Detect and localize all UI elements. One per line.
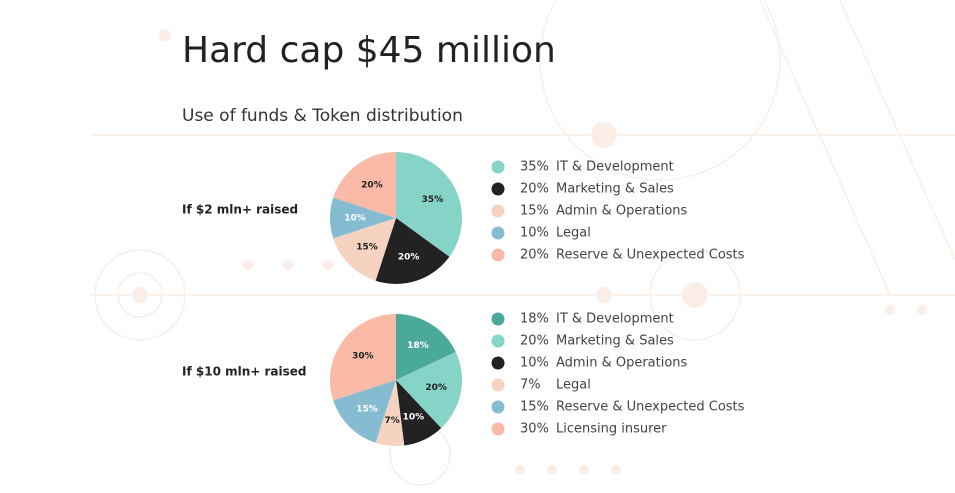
legend-value: 20% <box>520 334 549 349</box>
chart-label: If $2 mln+ raised <box>182 203 298 217</box>
legend-label: Admin & Operations <box>556 204 688 219</box>
legend-swatch <box>491 160 505 174</box>
slice-label: 10% <box>344 214 366 224</box>
slice-label: 15% <box>356 404 378 414</box>
legend-label: Legal <box>556 226 591 241</box>
slice-label: 18% <box>407 341 429 351</box>
background-decoration <box>90 0 955 486</box>
pie-slice <box>329 314 396 401</box>
slice-label: 15% <box>356 242 378 252</box>
pie-slice <box>333 218 396 281</box>
slice-label: 10% <box>403 413 425 423</box>
legend-label: Marketing & Sales <box>556 334 674 349</box>
pie-slice <box>329 197 396 239</box>
legend-swatch <box>491 356 505 370</box>
legend-label: Reserve & Unexpected Costs <box>556 400 745 415</box>
slice-label: 30% <box>352 351 374 361</box>
legend-value: 7% <box>520 378 541 393</box>
slice-label: 20% <box>398 252 420 262</box>
legend-swatch <box>491 422 505 436</box>
legend-swatch <box>491 378 505 392</box>
legend-label: Reserve & Unexpected Costs <box>556 248 745 263</box>
pie-slice <box>396 380 442 446</box>
legend-swatch <box>491 334 505 348</box>
legend-label: IT & Development <box>556 160 674 175</box>
legend-value: 20% <box>520 248 549 263</box>
legend-value: 15% <box>520 400 549 415</box>
legend-swatch <box>491 248 505 262</box>
legend-value: 10% <box>520 356 549 371</box>
pie-slice <box>396 152 462 257</box>
slice-label: 20% <box>361 180 383 190</box>
legend-swatch <box>491 226 505 240</box>
legend-label: Marketing & Sales <box>556 182 674 197</box>
legend-label: Admin & Operations <box>556 356 688 371</box>
legend-swatch <box>491 400 505 414</box>
page-title: Hard cap $45 million <box>182 30 556 71</box>
pie-slice <box>333 152 396 218</box>
slice-label: 7% <box>385 416 400 426</box>
pie-slice <box>333 380 396 443</box>
legend-value: 20% <box>520 182 549 197</box>
legend-label: IT & Development <box>556 312 674 327</box>
pie-slice <box>375 218 450 285</box>
page-subtitle: Use of funds & Token distribution <box>182 106 463 126</box>
slice-label: 35% <box>422 195 444 205</box>
legend-label: Licensing insurer <box>556 422 667 437</box>
pie-slice <box>396 351 463 429</box>
legend-value: 15% <box>520 204 549 219</box>
legend-label: Legal <box>556 378 591 393</box>
legend-swatch <box>491 204 505 218</box>
pie-slice <box>375 380 405 446</box>
legend-swatch <box>491 312 505 326</box>
legend-value: 10% <box>520 226 549 241</box>
legend-swatch <box>491 182 505 196</box>
legend-value: 30% <box>520 422 549 437</box>
slice-label: 20% <box>425 383 447 393</box>
chart-label: If $10 mln+ raised <box>182 365 306 379</box>
pie-slice <box>396 314 456 380</box>
legend-value: 35% <box>520 160 549 175</box>
legend-value: 18% <box>520 312 549 327</box>
